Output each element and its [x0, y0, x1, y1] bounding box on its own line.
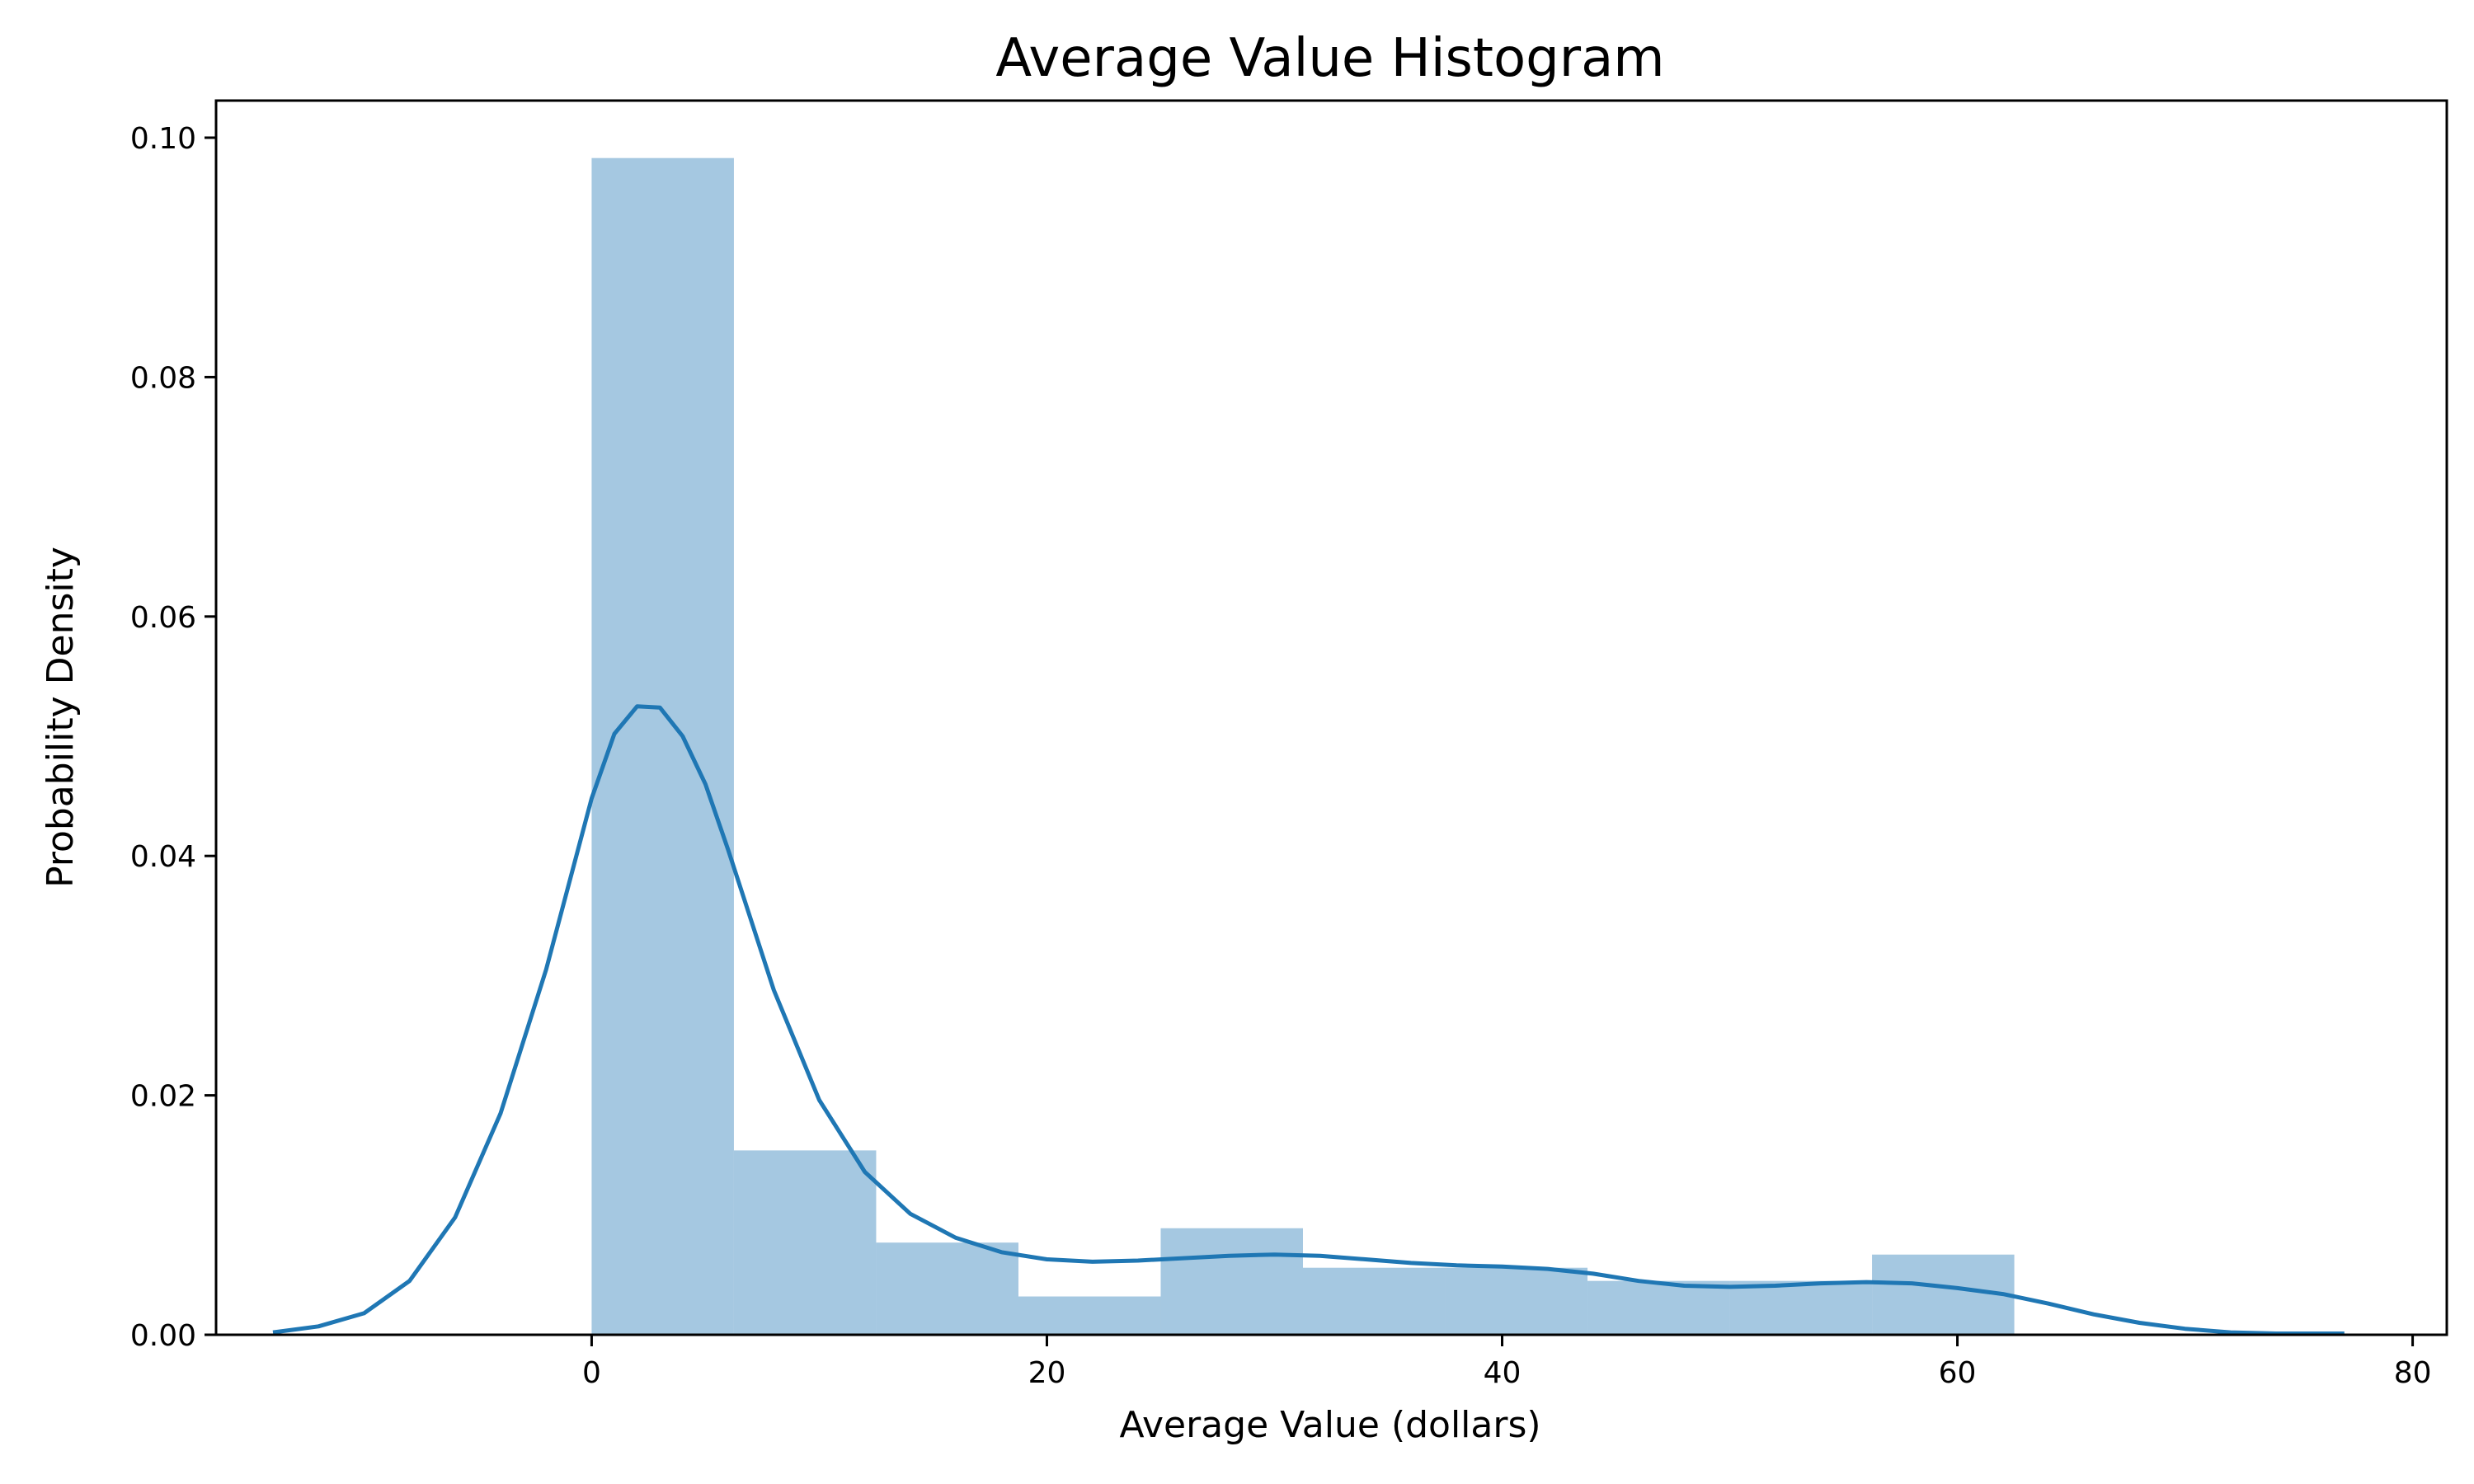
x-axis-ticks: 0 20 40 60 80	[582, 1335, 2432, 1390]
x-tick-label: 60	[1939, 1356, 1977, 1390]
histogram-bar-7	[1445, 1267, 1588, 1335]
y-axis-ticks: 0.00 0.02 0.04 0.06 0.08 0.10	[130, 122, 216, 1353]
histogram-bar-6	[1302, 1267, 1446, 1335]
y-tick-label: 0.08	[130, 361, 196, 395]
histogram-bar-9	[1729, 1280, 1873, 1335]
histogram-bar-3	[876, 1242, 1018, 1335]
density-curve	[272, 704, 2345, 1336]
y-axis-label: Probability Density	[40, 547, 82, 888]
x-tick-label: 80	[2394, 1356, 2432, 1390]
x-tick-label: 40	[1484, 1356, 1522, 1390]
x-tick-label: 0	[582, 1356, 601, 1390]
plot-frame	[214, 99, 2448, 1336]
y-tick-label: 0.06	[130, 601, 196, 635]
histogram-bar-4	[1018, 1296, 1161, 1335]
y-tick-label: 0.04	[130, 840, 196, 874]
histogram-bar-2	[733, 1150, 877, 1335]
histogram-bars	[591, 157, 2015, 1335]
y-tick-label: 0.10	[130, 122, 196, 156]
x-axis-label: Average Value (dollars)	[1119, 1404, 1540, 1446]
chart-title: Average Value Histogram	[995, 28, 1664, 89]
histogram-bar-10	[1872, 1254, 2015, 1335]
histogram-bar-5	[1160, 1228, 1303, 1335]
histogram-bar-1	[591, 157, 734, 1335]
y-tick-label: 0.02	[130, 1080, 196, 1114]
histogram-bar-8	[1587, 1280, 1730, 1335]
x-tick-label: 20	[1028, 1356, 1066, 1390]
y-tick-label: 0.00	[130, 1319, 196, 1353]
